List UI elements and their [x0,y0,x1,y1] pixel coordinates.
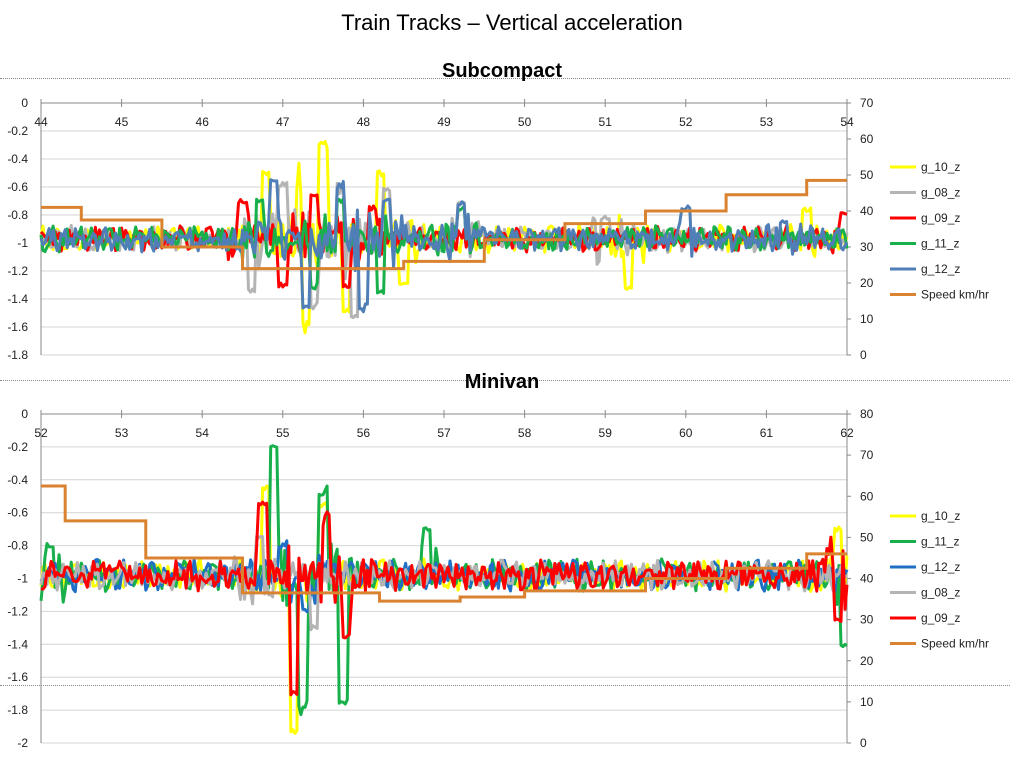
x-tick-label: 50 [518,115,532,129]
x-tick-label: 52 [679,115,693,129]
legend-label: g_11_z [921,237,959,251]
x-tick-label: 58 [518,426,532,440]
y2-tick-label: 40 [860,204,874,218]
chart-title-minivan: Minivan [464,371,540,393]
x-tick-label: 61 [760,426,774,440]
legend-label: g_08_z [921,586,960,600]
series-line-speed [41,178,847,271]
y-tick-label: -0.4 [7,152,28,166]
y2-tick-label: 0 [860,736,867,750]
y-tick-label: -0.8 [7,539,28,553]
y-tick-label: -1.4 [7,292,28,306]
x-tick-label: 57 [437,426,451,440]
x-tick-label: 54 [196,426,210,440]
y-tick-label: -0.6 [7,180,28,194]
y-tick-label: 0 [21,407,28,421]
y2-tick-label: 70 [860,448,874,462]
y2-tick-label: 20 [860,654,874,668]
y-tick-label: -1.4 [7,637,28,651]
series-line-g_09_z [40,500,849,697]
x-tick-label: 51 [599,115,613,129]
x-tick-label: 55 [276,426,290,440]
x-tick-label: 59 [599,426,613,440]
y2-tick-label: 20 [860,276,874,290]
y-tick-label: -1.8 [7,703,28,717]
x-tick-label: 56 [357,426,371,440]
y2-tick-label: 80 [860,407,874,421]
x-tick-label: 54 [840,115,854,129]
y2-tick-label: 10 [860,312,874,326]
y-tick-label: -2 [17,736,28,750]
chart-subcompact: 0 -0.2 -0.4 -0.6 -0.8 -1 -1.2 -1.4 -1.6 -1.8 44 45 4… [7,96,989,362]
y2-tick-label: 70 [860,96,874,110]
y-tick-label: -1 [17,572,28,586]
x-tick-label: 60 [679,426,693,440]
legend-label: g_11_z [921,535,959,549]
y2-tick-label: 50 [860,530,874,544]
x-tick-label: 45 [115,115,129,129]
x-tick-label: 49 [437,115,451,129]
legend-label: g_08_z [921,186,960,200]
y-tick-label: -1 [17,236,28,250]
y-tick-label: -1.8 [7,348,28,362]
legend-label: g_09_z [921,611,960,625]
series-line-speed [41,484,847,603]
legend-label: g_10_z [921,509,960,523]
y-tick-label: -0.8 [7,208,28,222]
y-tick-label: -0.2 [7,124,28,138]
y-tick-label: -1.2 [7,604,28,618]
x-tick-label: 52 [34,426,48,440]
y2-tick-label: 60 [860,132,874,146]
grid-separator [0,380,1010,381]
y-tick-label: 0 [21,96,28,110]
legend-label: g_12_z [921,560,960,574]
grid-separator [0,78,1010,79]
y2-tick-label: 0 [860,348,867,362]
x-tick-label: 53 [115,426,129,440]
y-tick-label: -1.2 [7,264,28,278]
legend-label: g_09_z [921,211,960,225]
x-tick-label: 62 [840,426,854,440]
x-tick-label: 53 [760,115,774,129]
x-tick-label: 46 [196,115,210,129]
y-tick-label: -1.6 [7,670,28,684]
y2-tick-label: 40 [860,572,874,586]
chart-minivan: 0 -0.2 -0.4 -0.6 -0.8 -1 -1.2 -1.4 -1.6 -1.8 -2 52 5… [7,407,989,750]
x-tick-label: 44 [34,115,48,129]
x-tick-label: 48 [357,115,371,129]
legend-label: Speed km/hr [921,288,989,302]
series-line-g_10_z [39,484,849,735]
y-tick-label: -0.2 [7,440,28,454]
legend-label: g_10_z [921,160,960,174]
y2-tick-label: 60 [860,489,874,503]
main-title: Train Tracks – Vertical acceleration [341,10,683,35]
chart-title-subcompact: Subcompact [441,60,563,82]
legend-label: g_12_z [921,262,960,276]
y-tick-label: -0.6 [7,506,28,520]
series-line-g_12_z [39,178,849,314]
y-tick-label: -1.6 [7,320,28,334]
x-tick-label: 47 [276,115,290,129]
grid-separator [0,685,1010,686]
y2-tick-label: 30 [860,613,874,627]
y-tick-label: -0.4 [7,473,28,487]
legend-label: Speed km/hr [921,637,989,651]
y2-tick-label: 30 [860,240,874,254]
y2-tick-label: 50 [860,168,874,182]
y2-tick-label: 10 [860,695,874,709]
